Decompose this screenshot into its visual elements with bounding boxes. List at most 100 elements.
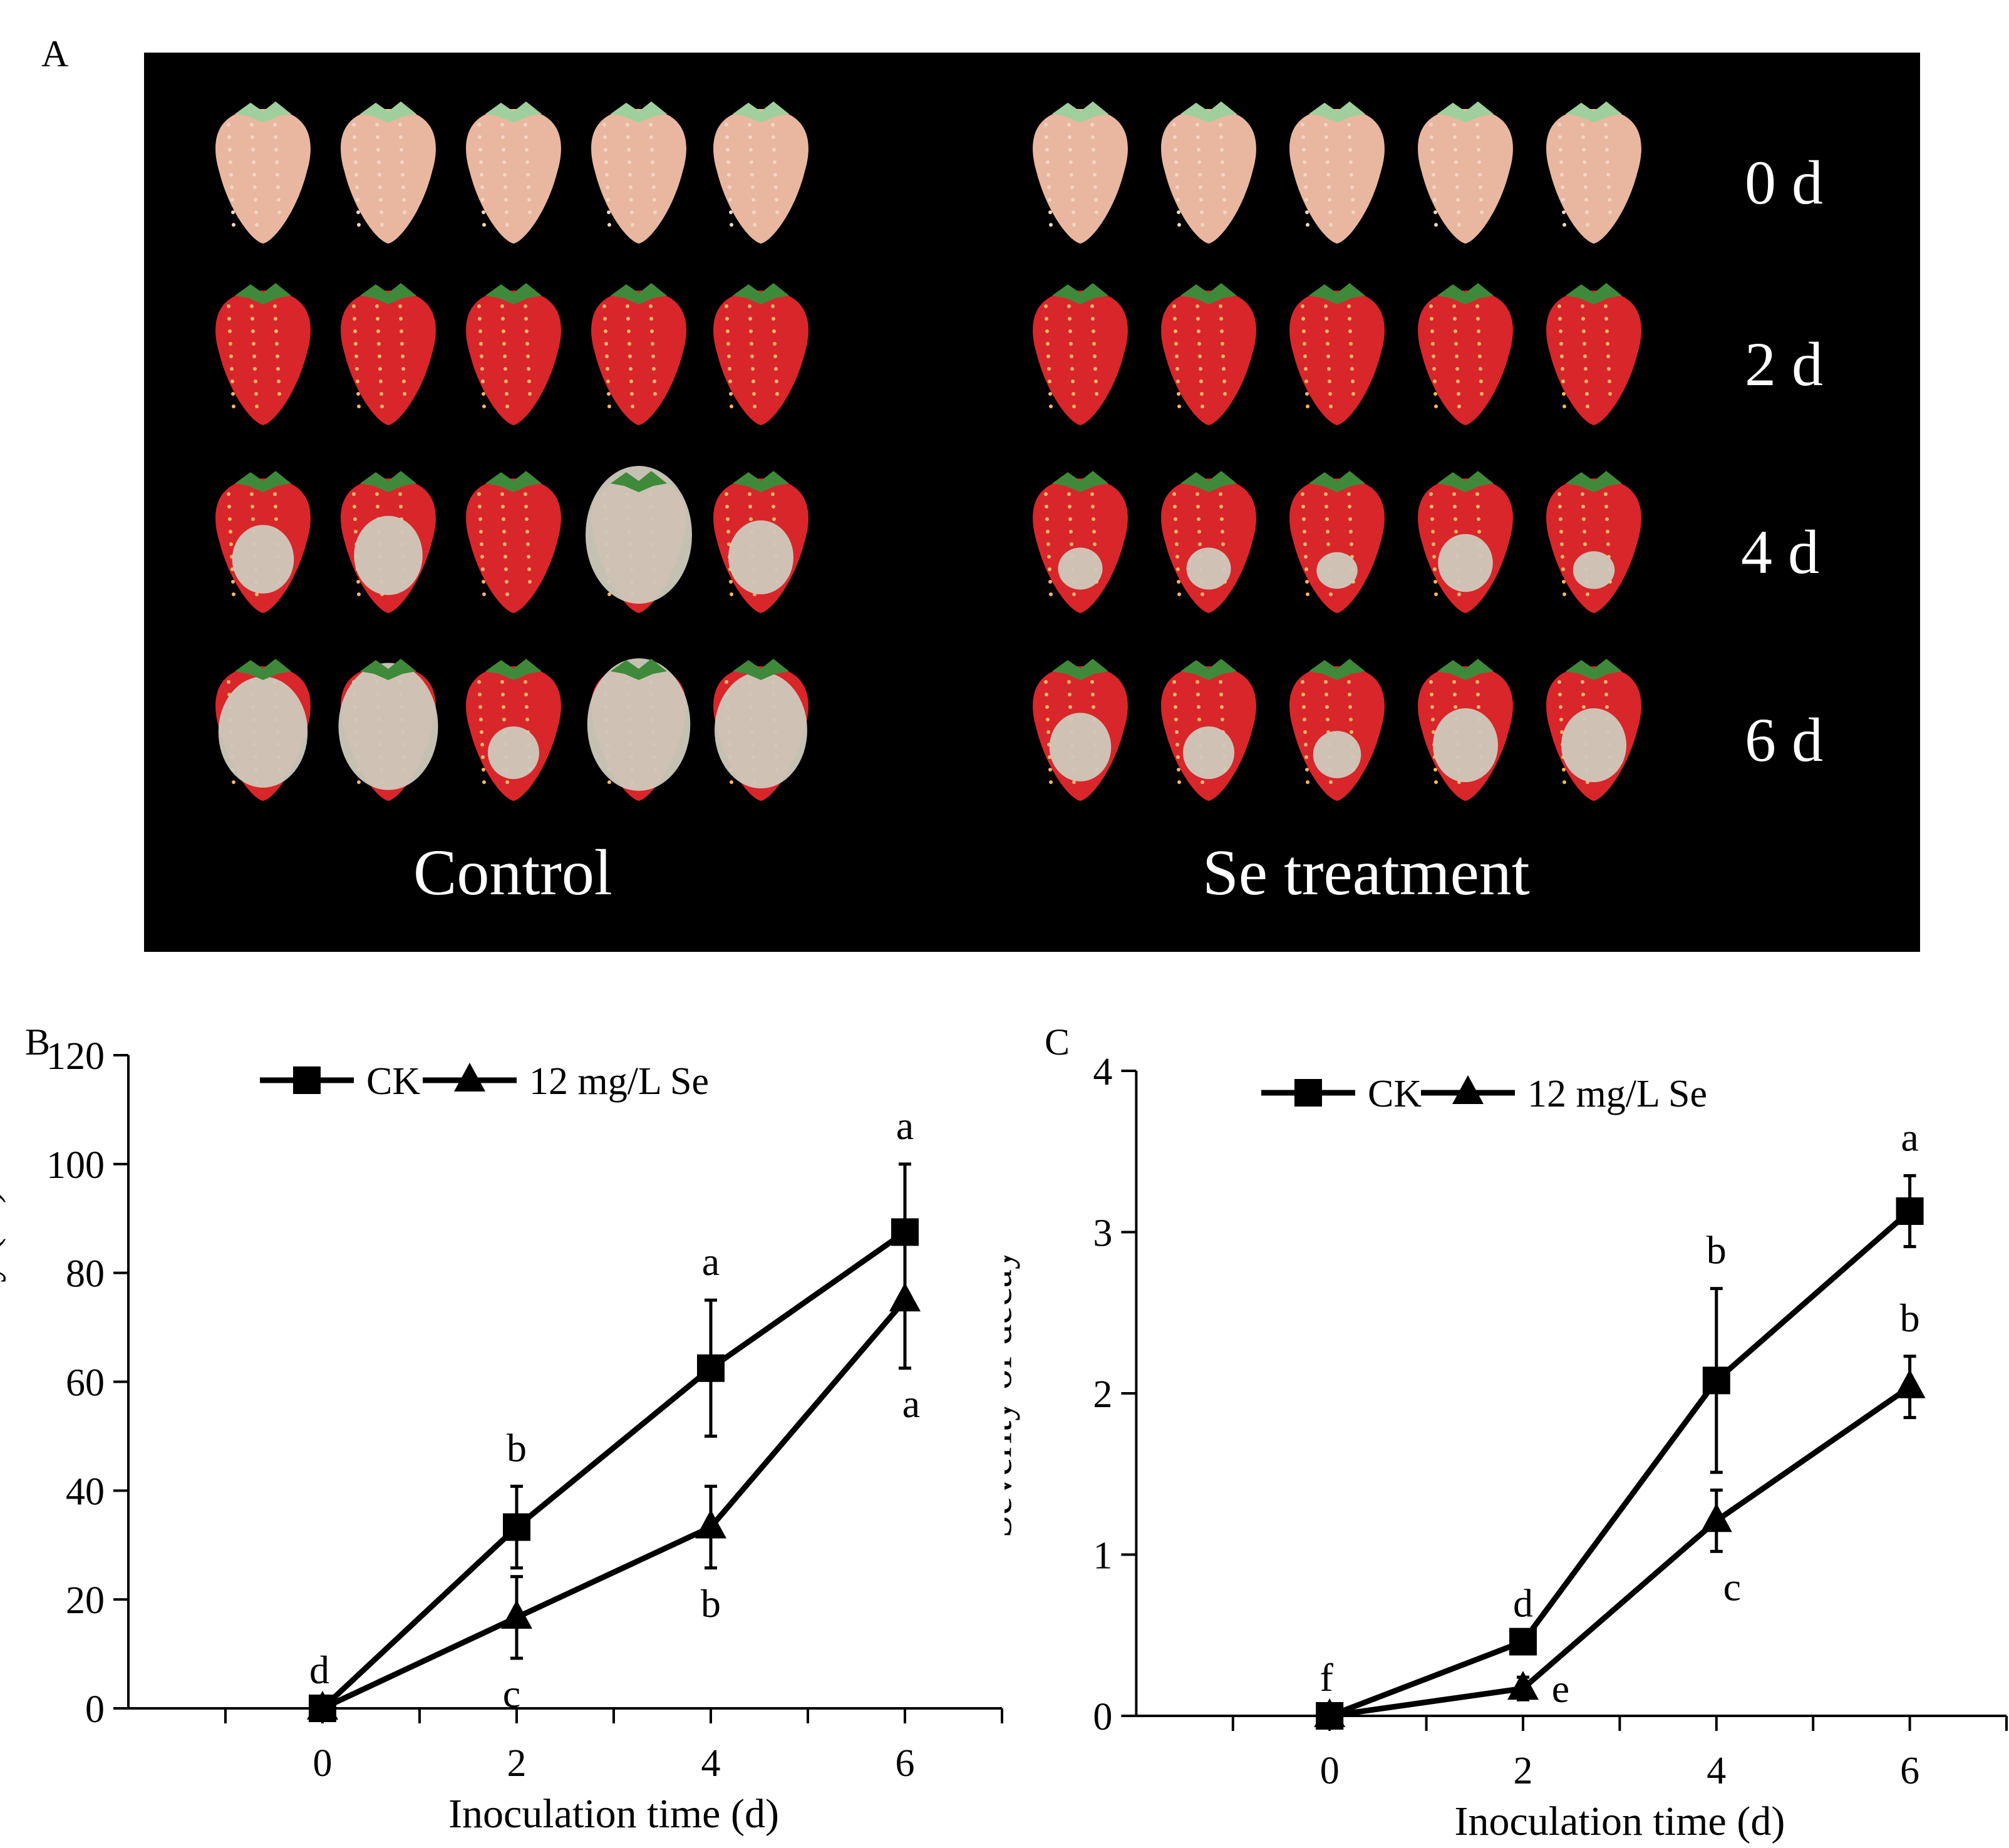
strawberry-photo: 0 d 2 d 4 d 6 d Control Se treatment xyxy=(144,53,1920,952)
se-strawberry-day4-1 xyxy=(1033,471,1128,613)
y-tick-label: 4 xyxy=(1093,1051,1112,1093)
control-strawberry-day2-5 xyxy=(713,283,808,425)
x-tick-label: 2 xyxy=(507,1742,527,1785)
se-strawberry-day0-1 xyxy=(1033,101,1128,244)
se-strawberry-day0-5 xyxy=(1546,101,1641,244)
se-strawberry-day4-2 xyxy=(1161,471,1256,613)
panel-c-label: C xyxy=(1045,1021,1070,1063)
y-tick-label: 20 xyxy=(66,1579,105,1622)
y-tick-label: 3 xyxy=(1093,1212,1112,1255)
day-label-4: 4 d xyxy=(1741,517,1819,587)
significance-letter: a xyxy=(1901,1115,1918,1159)
legend-marker-se xyxy=(454,1063,485,1092)
significance-letter: a xyxy=(702,1239,720,1284)
significance-letter: e xyxy=(1552,1666,1569,1711)
se-strawberry-day4-5 xyxy=(1546,471,1641,613)
y-tick-label: 80 xyxy=(66,1253,105,1296)
se-strawberry-day6-1 xyxy=(1033,659,1128,801)
y-tick-label: 0 xyxy=(1093,1696,1112,1738)
x-tick-label: 4 xyxy=(701,1742,721,1785)
y-axis-label: Severity of decay xyxy=(1004,1249,1020,1538)
control-strawberry-day2-1 xyxy=(215,283,311,425)
x-tick-label: 4 xyxy=(1707,1750,1726,1792)
control-strawberry-day6-2 xyxy=(338,659,438,801)
y-axis-label: Incidence of decay (%) xyxy=(0,1190,6,1574)
se-strawberry-day0-2 xyxy=(1161,101,1256,244)
significance-letter: b xyxy=(701,1581,721,1626)
se-strawberry-day4-3 xyxy=(1289,471,1385,613)
ck-point xyxy=(503,1513,530,1541)
control-strawberry-day0-3 xyxy=(466,101,561,244)
panel-b-label: B xyxy=(25,1021,51,1063)
se-point xyxy=(695,1509,726,1539)
legend-label-ck: CK xyxy=(1368,1073,1422,1115)
control-strawberry-day6-5 xyxy=(713,659,808,801)
group-label-control: Control xyxy=(413,837,612,909)
series-line-ck xyxy=(320,1229,907,1711)
significance-letter: d xyxy=(1513,1581,1533,1626)
series-line-ck xyxy=(1328,1209,1912,1719)
significance-letter: c xyxy=(503,1671,520,1716)
series-line-se xyxy=(1329,1384,1912,1719)
y-tick-label: 120 xyxy=(46,1035,105,1078)
se-point xyxy=(889,1283,921,1312)
se-strawberry-day4-4 xyxy=(1418,471,1513,613)
control-strawberry-day4-3 xyxy=(466,471,561,613)
y-tick-label: 2 xyxy=(1093,1373,1112,1416)
significance-letter: f xyxy=(1320,1655,1334,1700)
se-strawberry-day0-3 xyxy=(1289,101,1385,244)
se-strawberry-day2-4 xyxy=(1418,283,1513,425)
significance-letter: b xyxy=(1707,1228,1727,1272)
se-strawberry-day2-1 xyxy=(1033,283,1128,425)
ck-point xyxy=(1509,1628,1537,1656)
legend-label-se: 12 mg/L Se xyxy=(529,1060,709,1103)
se-strawberry-day6-5 xyxy=(1546,659,1641,801)
severity-chart: 0 1 2 3 4 0 2 4 6 Inoculation time (d) Severity of… xyxy=(1004,1051,2008,1844)
significance-letter: a xyxy=(896,1103,914,1148)
se-strawberry-day6-2 xyxy=(1161,659,1256,801)
y-tick-label: 60 xyxy=(66,1362,105,1405)
control-strawberry-day6-4 xyxy=(587,658,691,801)
se-point xyxy=(501,1599,532,1629)
significance-letter: b xyxy=(1900,1296,1920,1340)
se-strawberry-day2-2 xyxy=(1161,283,1256,425)
control-strawberry-day2-4 xyxy=(591,283,686,425)
day-label-6: 6 d xyxy=(1745,705,1823,775)
significance-letter: c xyxy=(1723,1564,1741,1609)
control-strawberry-day4-1 xyxy=(215,471,311,613)
y-tick-label: 40 xyxy=(66,1470,105,1513)
control-strawberry-day4-5 xyxy=(713,471,808,613)
ck-point xyxy=(1702,1366,1730,1395)
x-tick-label: 0 xyxy=(313,1742,333,1785)
control-strawberry-day4-4 xyxy=(586,466,692,613)
se-point xyxy=(1894,1369,1926,1398)
legend-marker-se xyxy=(1452,1075,1484,1104)
se-strawberry-day2-3 xyxy=(1289,283,1385,425)
control-strawberry-day0-1 xyxy=(215,101,311,244)
x-axis-label: Inoculation time (d) xyxy=(1454,1799,1785,1844)
se-strawberry-day2-5 xyxy=(1546,283,1641,425)
incidence-chart: 0 20 40 60 80 100 120 0 2 4 6 Inoculation time (d) I… xyxy=(0,1035,1003,1837)
se-point xyxy=(1700,1503,1732,1532)
control-strawberry-day2-3 xyxy=(466,283,561,425)
control-strawberry-day6-3 xyxy=(466,659,561,801)
control-strawberry-day6-1 xyxy=(215,659,311,801)
ck-point xyxy=(697,1354,725,1382)
significance-letter: a xyxy=(902,1381,920,1426)
control-strawberry-day2-2 xyxy=(341,283,436,425)
se-strawberry-day6-4 xyxy=(1418,659,1513,801)
control-strawberry-day0-2 xyxy=(341,101,436,244)
day-label-2: 2 d xyxy=(1745,329,1823,399)
legend-marker-ck xyxy=(1294,1079,1322,1107)
x-tick-label: 2 xyxy=(1514,1750,1533,1792)
day-label-0: 0 d xyxy=(1745,148,1823,217)
y-tick-label: 100 xyxy=(46,1144,105,1187)
x-axis-label: Inoculation time (d) xyxy=(448,1791,779,1837)
y-tick-label: 0 xyxy=(85,1688,105,1731)
control-strawberry-day0-4 xyxy=(591,101,686,244)
significance-letter: d xyxy=(309,1648,329,1692)
x-tick-label: 6 xyxy=(1900,1750,1919,1792)
legend-label-ck: CK xyxy=(366,1060,420,1103)
x-tick-label: 6 xyxy=(896,1742,915,1785)
series-line-se xyxy=(321,1298,907,1711)
